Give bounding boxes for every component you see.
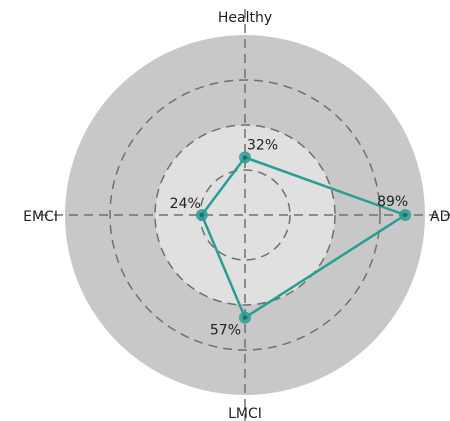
radar-grid <box>39 9 450 421</box>
data-point-core-lmci <box>242 315 248 320</box>
data-label-emci: 24% <box>170 196 201 212</box>
axis-label-healthy: Healthy <box>218 10 272 26</box>
data-label-healthy: 32% <box>247 137 278 153</box>
data-point-core-emci <box>199 212 204 218</box>
data-point-core-ad <box>403 212 408 218</box>
axis-label-emci: EMCI <box>23 209 58 225</box>
grid-ring-75 <box>109 79 381 351</box>
axis-label-lmci: LMCI <box>228 406 262 421</box>
radar-series <box>195 151 412 324</box>
inner-disc <box>155 125 335 305</box>
data-label-ad: 89% <box>377 194 408 210</box>
grid-ring-50 <box>154 124 336 306</box>
radar-background <box>65 35 425 395</box>
data-label-lmci: 57% <box>210 323 241 339</box>
axis-label-ad: AD <box>430 209 450 225</box>
radar-labels: Healthy AD LMCI EMCI 32% 89% 57% 24% <box>23 10 450 421</box>
data-point-core-healthy <box>242 155 248 160</box>
